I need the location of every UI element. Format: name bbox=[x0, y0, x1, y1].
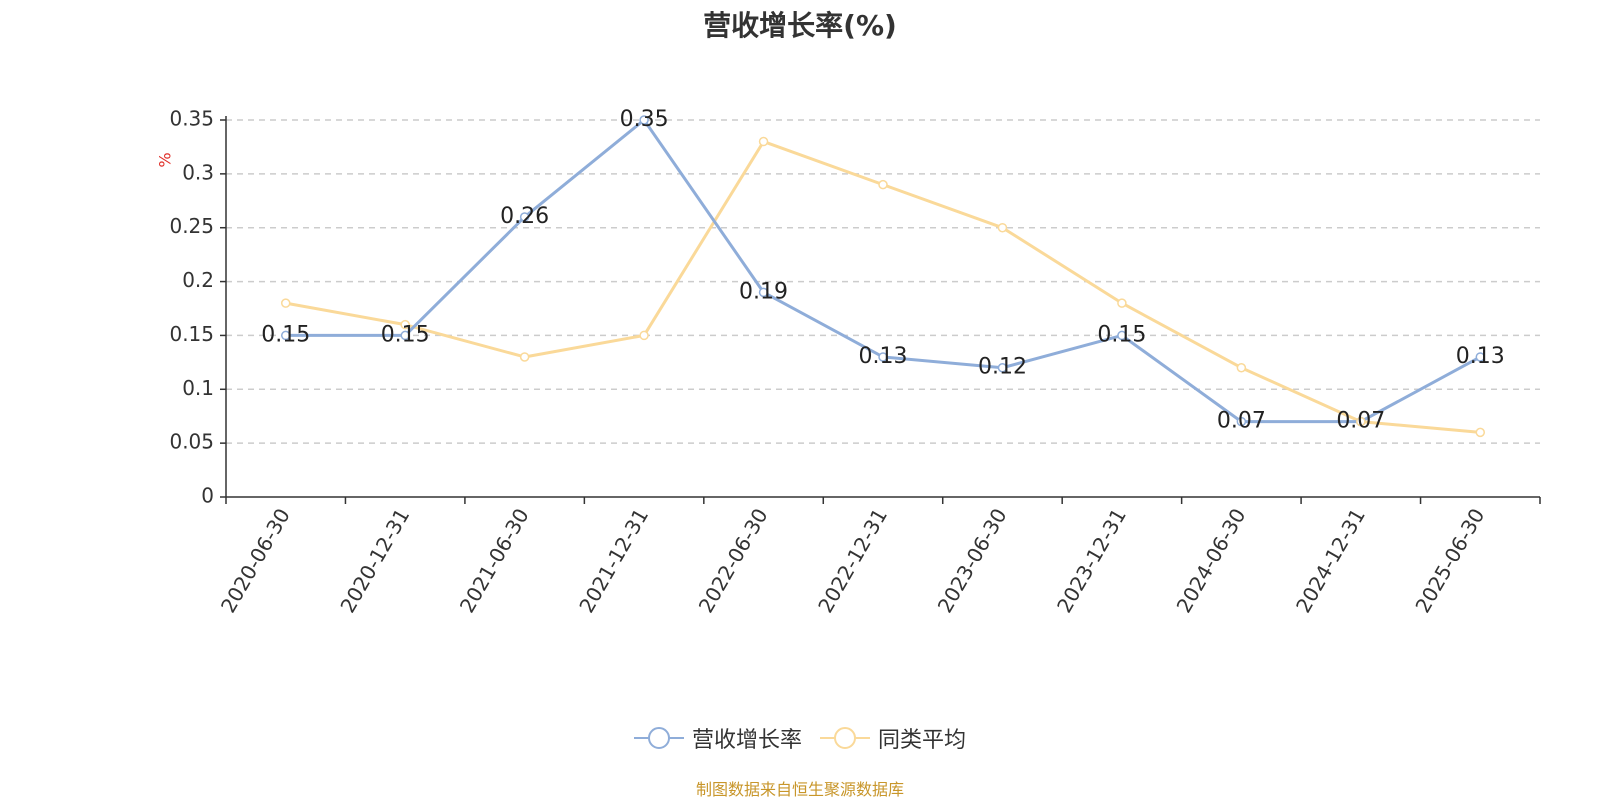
legend-label: 同类平均 bbox=[878, 728, 967, 753]
data-point bbox=[1236, 362, 1247, 373]
data-point bbox=[519, 212, 530, 222]
x-tick-label: 2023-06-30 bbox=[933, 504, 1012, 617]
y-tick-label: 0 bbox=[201, 484, 214, 508]
data-point bbox=[639, 115, 649, 125]
axes bbox=[225, 116, 1540, 498]
series-lines: 0.15 0.15 0.26 0.35 0.19 0.13 0.12 0.15 0.07 0.07… bbox=[261, 107, 1505, 438]
data-point bbox=[400, 319, 410, 330]
legend-swatch bbox=[633, 727, 684, 749]
x-tick-label: 2024-12-31 bbox=[1291, 504, 1370, 617]
data-label: 0.26 bbox=[500, 204, 549, 229]
y-tick-label: 0.25 bbox=[169, 214, 214, 238]
y-tick-label: 0.05 bbox=[169, 430, 214, 454]
x-tick-label: 2023-12-31 bbox=[1052, 504, 1131, 617]
data-label: 0.15 bbox=[261, 322, 310, 347]
legend: 营收增长率 同类平均 bbox=[0, 722, 1600, 754]
x-tick-label: 2021-12-31 bbox=[574, 504, 653, 617]
data-point bbox=[1236, 416, 1247, 427]
data-label: 0.19 bbox=[739, 279, 788, 304]
data-point bbox=[758, 136, 769, 147]
y-tick-label: 0.1 bbox=[182, 376, 214, 400]
y-tick-label: 0.2 bbox=[182, 268, 214, 292]
legend-item[interactable]: 营收增长率 bbox=[633, 722, 802, 754]
y-axis-ticks: 0 0.05 0.1 0.15 0.2 0.25 0.3 0.35 bbox=[169, 107, 226, 508]
legend-swatch bbox=[820, 727, 870, 749]
data-point bbox=[997, 362, 1008, 373]
data-point bbox=[639, 330, 649, 341]
x-tick-label: 2025-06-30 bbox=[1410, 504, 1489, 617]
y-axis-label: % bbox=[156, 152, 175, 167]
data-label: 0.07 bbox=[1336, 409, 1385, 434]
data-point bbox=[878, 179, 888, 190]
data-label: 0.13 bbox=[859, 344, 908, 369]
data-point bbox=[997, 222, 1008, 233]
data-label: 0.07 bbox=[1217, 409, 1266, 434]
data-label: 0.12 bbox=[978, 355, 1027, 380]
data-point bbox=[1117, 298, 1127, 308]
x-tick-label: 2020-06-30 bbox=[216, 504, 295, 617]
data-point bbox=[280, 298, 291, 308]
data-point bbox=[1475, 427, 1486, 438]
data-point bbox=[1117, 330, 1127, 341]
grid-lines bbox=[226, 119, 1540, 444]
legend-label: 营收增长率 bbox=[691, 728, 802, 753]
y-tick-label: 0.15 bbox=[169, 322, 214, 346]
x-axis-ticks: 2020-06-30 2020-12-31 2021-06-30 2021-12-31… bbox=[216, 497, 1541, 617]
x-tick-label: 2024-06-30 bbox=[1172, 504, 1251, 617]
data-label: 0.15 bbox=[1097, 322, 1146, 347]
data-point bbox=[519, 352, 530, 362]
y-tick-label: 0.3 bbox=[182, 160, 214, 184]
series-line bbox=[285, 118, 1481, 424]
data-point bbox=[280, 330, 291, 341]
data-point bbox=[758, 287, 769, 298]
data-label: 0.15 bbox=[381, 322, 430, 347]
data-point bbox=[878, 352, 888, 362]
data-label: 0.35 bbox=[620, 107, 669, 132]
x-tick-label: 2022-06-30 bbox=[694, 504, 773, 617]
x-tick-label: 2021-06-30 bbox=[455, 504, 534, 617]
source-note: 制图数据来自恒生聚源数据库 bbox=[695, 780, 904, 799]
data-point bbox=[400, 330, 410, 341]
data-point bbox=[1356, 416, 1366, 427]
y-tick-label: 0.35 bbox=[169, 107, 214, 131]
x-tick-label: 2020-12-31 bbox=[335, 504, 414, 617]
x-tick-label: 2022-12-31 bbox=[813, 504, 892, 617]
chart-title: 营收增长率(%) bbox=[703, 9, 897, 42]
data-label: 0.13 bbox=[1456, 344, 1505, 369]
data-point bbox=[1475, 352, 1486, 362]
legend-item[interactable]: 同类平均 bbox=[820, 722, 966, 754]
